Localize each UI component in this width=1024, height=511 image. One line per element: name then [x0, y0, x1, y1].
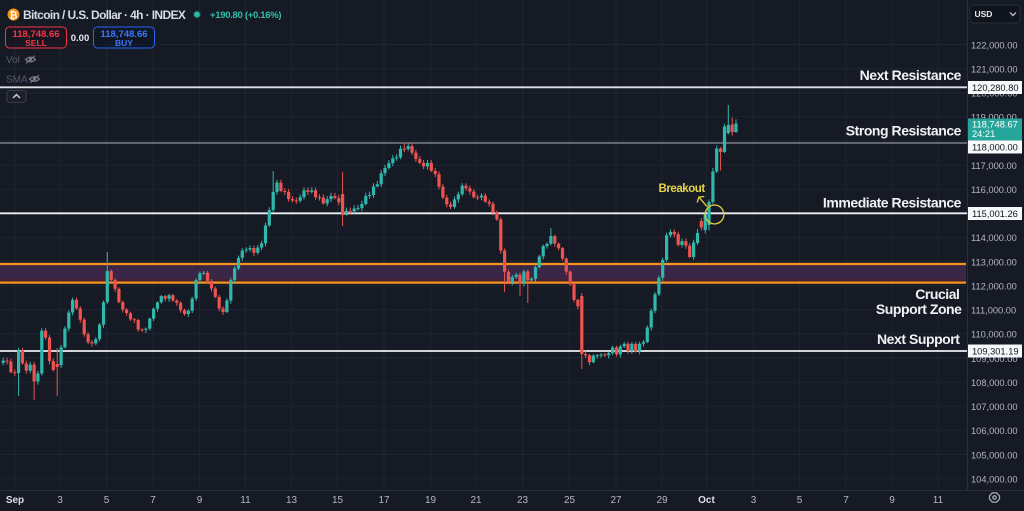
svg-text:24:21: 24:21: [972, 129, 995, 139]
svg-text:23: 23: [517, 495, 529, 506]
svg-text:118,748.67: 118,748.67: [972, 120, 1018, 130]
svg-text:3: 3: [57, 495, 63, 506]
svg-text:Crucial: Crucial: [915, 286, 959, 302]
svg-text:7: 7: [150, 495, 156, 506]
svg-text:SMA: SMA: [6, 74, 28, 85]
svg-text:118,748.66: 118,748.66: [100, 29, 147, 40]
svg-text:SELL: SELL: [25, 38, 47, 48]
svg-text:11: 11: [240, 495, 251, 506]
svg-text:109,301.19: 109,301.19: [972, 346, 1019, 356]
svg-text:113,000.00: 113,000.00: [971, 257, 1017, 267]
svg-text:117,000.00: 117,000.00: [971, 161, 1017, 171]
svg-text:11: 11: [933, 495, 944, 506]
svg-text:122,000.00: 122,000.00: [971, 40, 1018, 50]
svg-text:Bitcoin / U.S. Dollar · 4h · I: Bitcoin / U.S. Dollar · 4h · INDEX: [23, 8, 186, 22]
svg-text:19: 19: [425, 495, 437, 506]
svg-text:5: 5: [797, 495, 803, 506]
svg-text:Oct: Oct: [698, 495, 715, 506]
svg-text:0.00: 0.00: [71, 33, 90, 44]
svg-text:Sep: Sep: [6, 495, 24, 506]
svg-text:Strong Resistance: Strong Resistance: [846, 122, 962, 138]
svg-text:5: 5: [104, 495, 110, 506]
svg-text:25: 25: [564, 495, 576, 506]
svg-text:7: 7: [843, 495, 849, 506]
svg-text:108,000.00: 108,000.00: [971, 378, 1018, 388]
svg-text:112,000.00: 112,000.00: [971, 282, 1017, 292]
svg-text:106,000.00: 106,000.00: [971, 426, 1018, 436]
svg-text:9: 9: [889, 495, 895, 506]
svg-text:114,000.00: 114,000.00: [971, 233, 1017, 243]
svg-text:118,000.00: 118,000.00: [972, 142, 1018, 152]
svg-text:3: 3: [751, 495, 757, 506]
svg-text:Support Zone: Support Zone: [876, 301, 962, 317]
svg-text:105,000.00: 105,000.00: [971, 450, 1018, 460]
svg-text:115,001.26: 115,001.26: [972, 209, 1018, 219]
svg-text:27: 27: [610, 495, 622, 506]
svg-text:17: 17: [378, 495, 390, 506]
svg-text:120,280.80: 120,280.80: [972, 83, 1019, 93]
svg-text:BUY: BUY: [115, 38, 133, 48]
svg-text:15: 15: [332, 495, 344, 506]
svg-text:116,000.00: 116,000.00: [971, 185, 1017, 195]
svg-text:9: 9: [197, 495, 203, 506]
svg-text:Next Support: Next Support: [877, 331, 960, 347]
svg-text:USD: USD: [975, 9, 993, 19]
svg-text:13: 13: [286, 495, 298, 506]
svg-text:107,000.00: 107,000.00: [971, 402, 1018, 412]
svg-text:21: 21: [470, 495, 482, 506]
svg-text:+190.80 (+0.16%): +190.80 (+0.16%): [210, 10, 281, 21]
svg-text:121,000.00: 121,000.00: [971, 64, 1018, 74]
svg-text:Immediate Resistance: Immediate Resistance: [823, 194, 962, 210]
svg-text:118,748.66: 118,748.66: [12, 29, 59, 40]
svg-text:29: 29: [656, 495, 668, 506]
svg-text:111,000.00: 111,000.00: [971, 306, 1016, 316]
svg-text:109,000.00: 109,000.00: [971, 354, 1018, 364]
svg-text:Vol: Vol: [6, 55, 20, 66]
svg-text:₿: ₿: [9, 9, 17, 21]
svg-text:104,000.00: 104,000.00: [971, 474, 1018, 484]
svg-text:119,000.00: 119,000.00: [971, 113, 1017, 123]
svg-text:110,000.00: 110,000.00: [971, 330, 1017, 340]
svg-text:Next Resistance: Next Resistance: [860, 67, 962, 83]
svg-text:Breakout: Breakout: [659, 183, 706, 195]
